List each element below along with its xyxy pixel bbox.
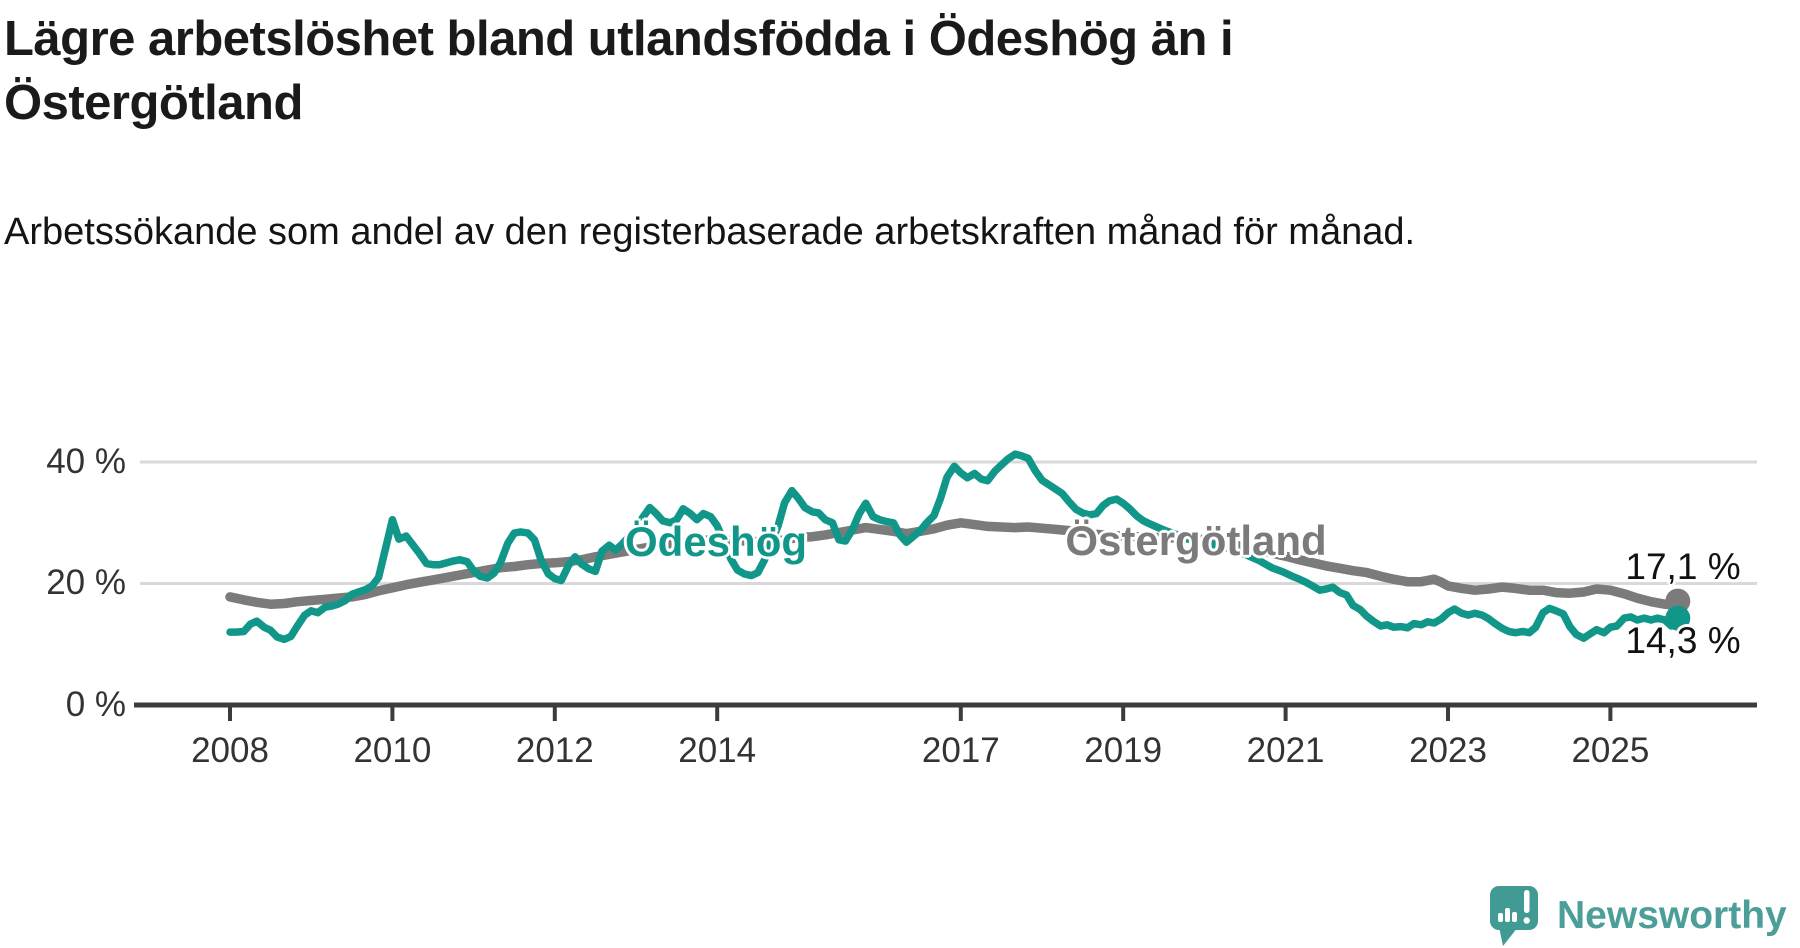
x-axis-label-2019: 2019 bbox=[1084, 731, 1163, 770]
x-axis-label-2012: 2012 bbox=[515, 731, 594, 770]
y-axis-label-0: 0 % bbox=[65, 685, 126, 724]
series-label-odeshog: Ödeshög bbox=[624, 518, 808, 565]
series-label-ostergotland: Östergötland bbox=[1065, 517, 1327, 564]
chart-subtitle: Arbetssökande som andel av den registerb… bbox=[4, 211, 1416, 253]
end-value-label-odeshog: 14,3 % bbox=[1625, 620, 1741, 661]
x-axis-label-2017: 2017 bbox=[921, 731, 1000, 770]
x-axis-label-2023: 2023 bbox=[1409, 731, 1487, 770]
y-axis-label-20: 20 % bbox=[46, 563, 126, 602]
newsworthy-logo-icon bbox=[1490, 886, 1538, 946]
line-ödeshög bbox=[226, 450, 1682, 644]
end-value-label-ostergotland: 17,1 % bbox=[1625, 546, 1741, 587]
x-axis-label-2025: 2025 bbox=[1571, 731, 1650, 770]
x-axis-label-2010: 2010 bbox=[353, 731, 432, 770]
endpoint-dot-ödeshög bbox=[1665, 605, 1691, 631]
x-axis-label-2008: 2008 bbox=[191, 731, 269, 770]
x-axis-label-2014: 2014 bbox=[678, 731, 757, 770]
x-axis-label-2021: 2021 bbox=[1246, 731, 1325, 770]
newsworthy-logo: Newsworthy bbox=[1489, 884, 1787, 948]
newsworthy-logo-text: Newsworthy bbox=[1557, 894, 1787, 937]
y-axis-label-40: 40 % bbox=[46, 442, 126, 481]
chart-title: Lägre arbetslöshet bland utlandsfödda i … bbox=[4, 12, 1234, 130]
